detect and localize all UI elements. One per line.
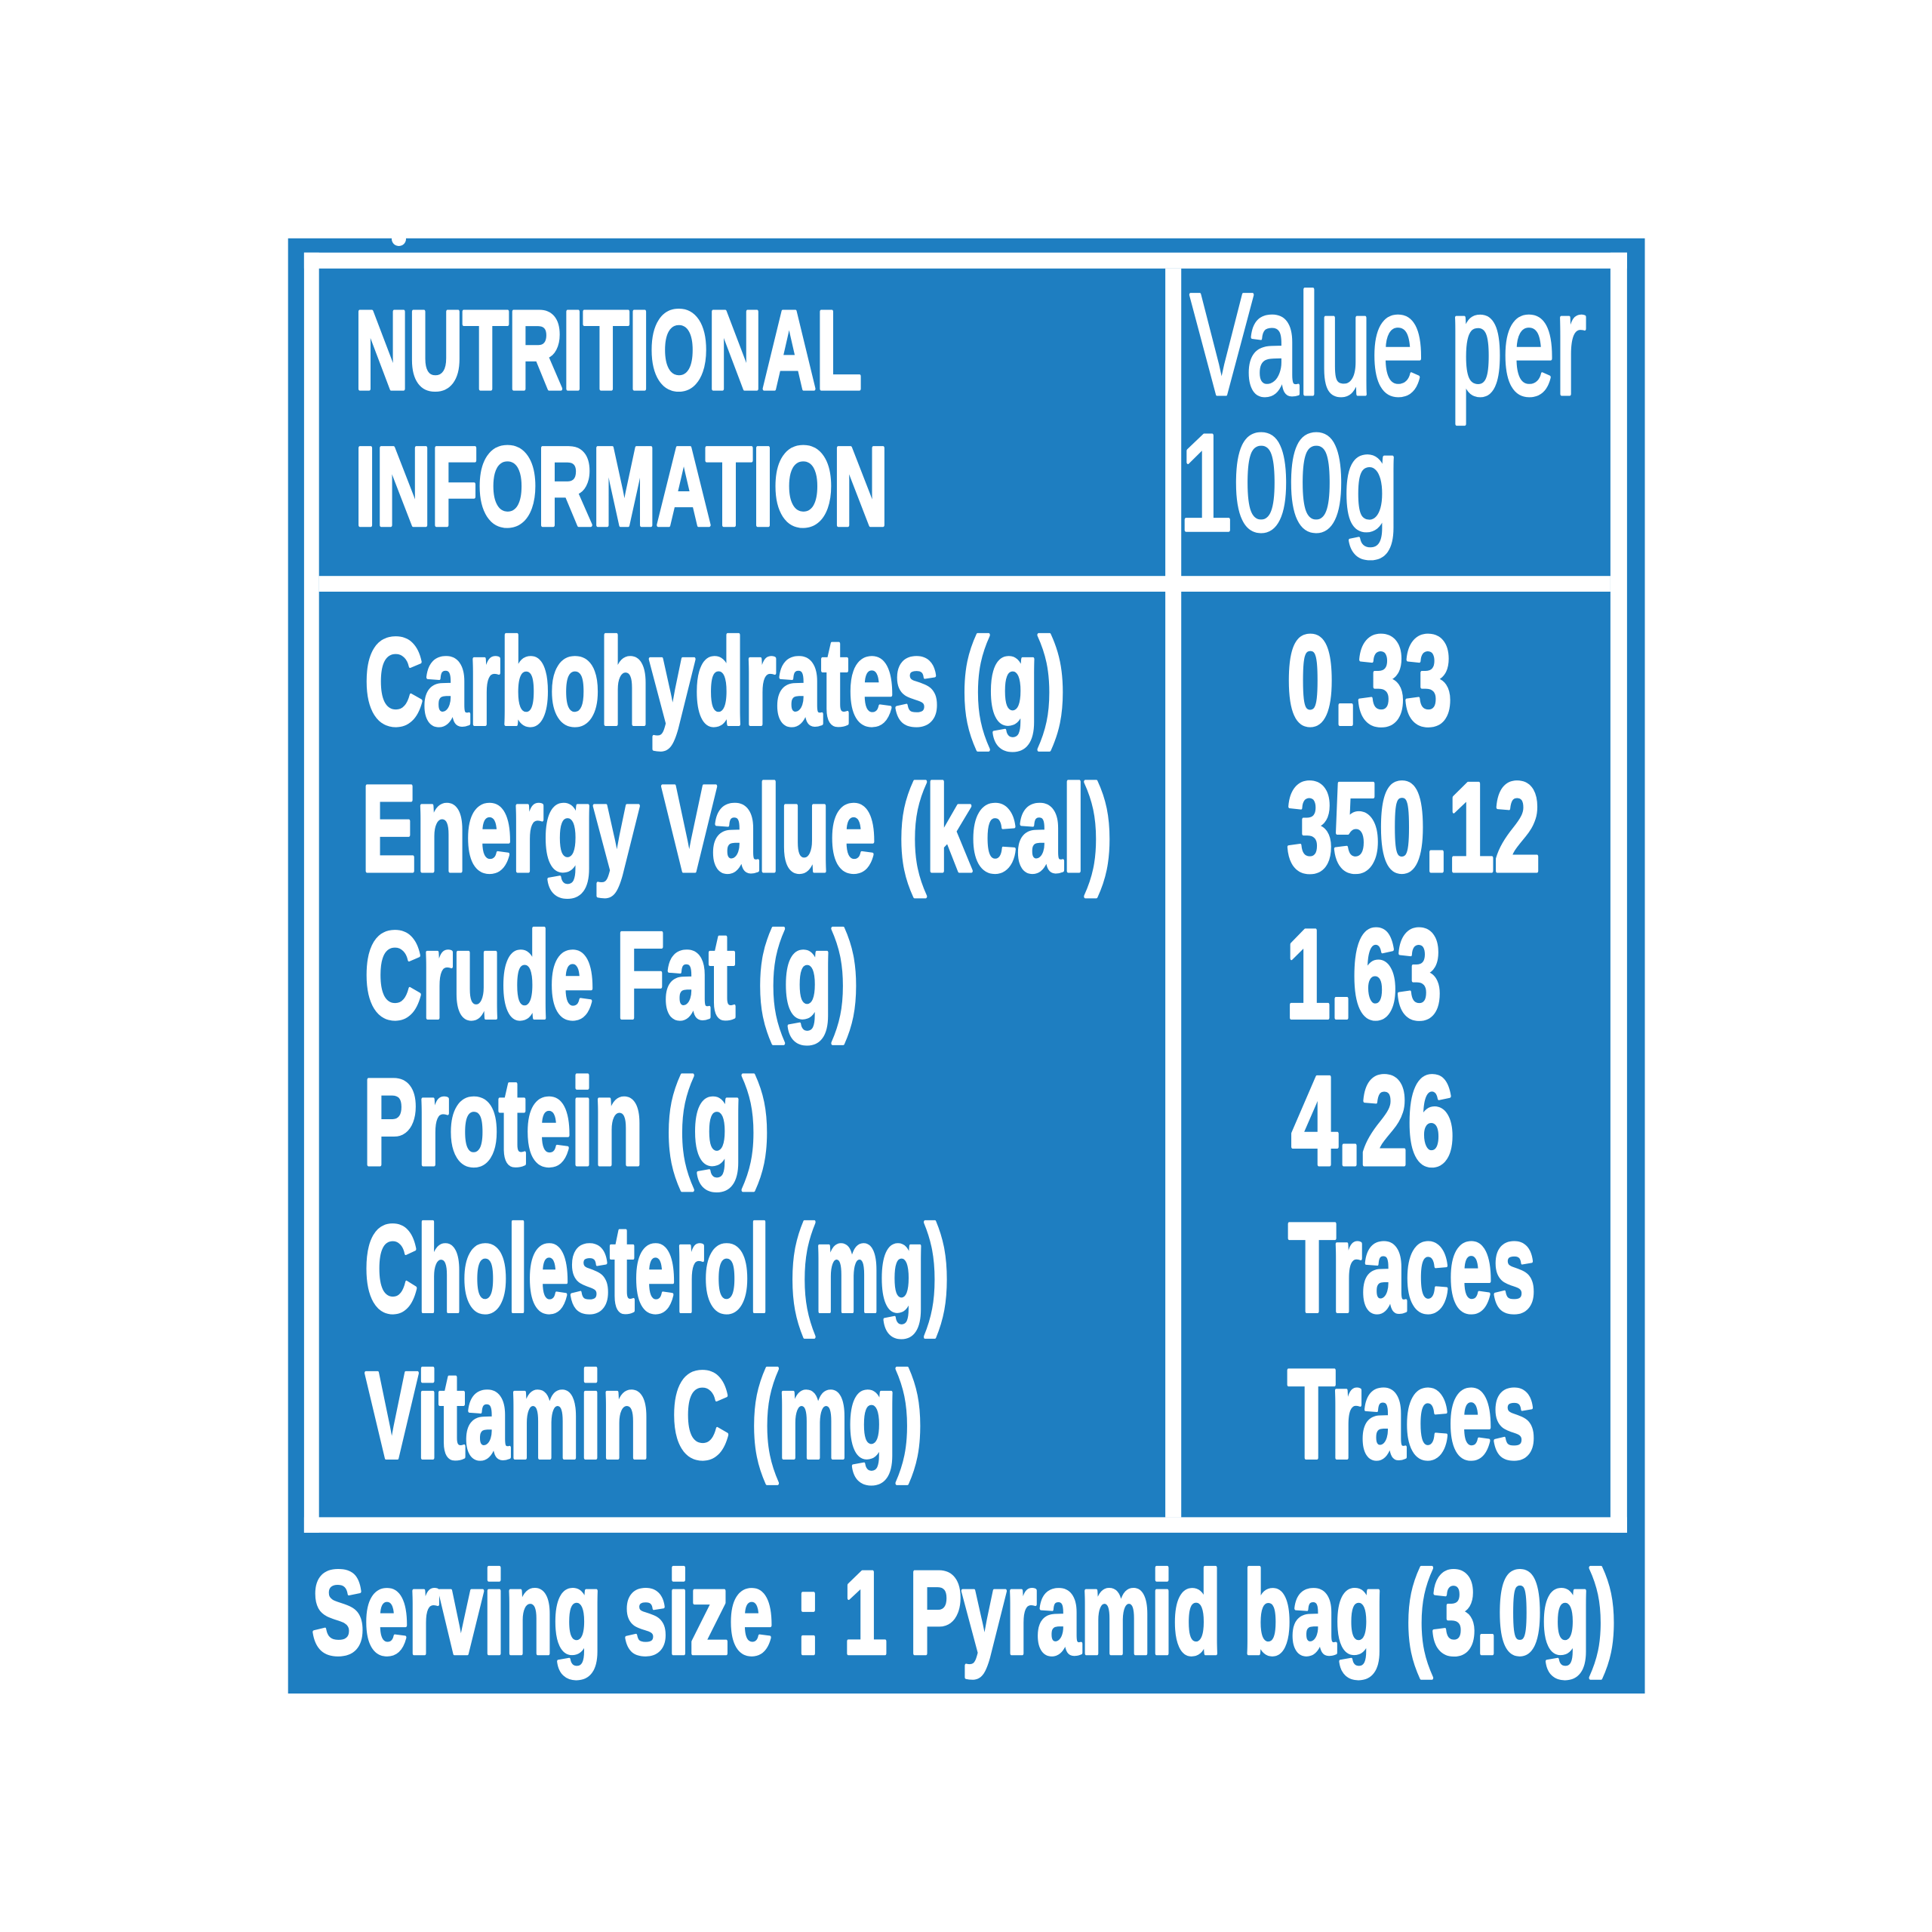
svg-text:350.12: 350.12 <box>1287 756 1540 898</box>
svg-text:Traces: Traces <box>1287 1343 1536 1485</box>
svg-text:1.63: 1.63 <box>1286 903 1441 1045</box>
svg-text:Protein (g): Protein (g) <box>363 1053 770 1191</box>
svg-text:Cholesterol (mg): Cholesterol (mg) <box>365 1200 949 1338</box>
svg-text:Carbohydrates (g): Carbohydrates (g) <box>365 613 1066 751</box>
svg-text:Traces: Traces <box>1288 1197 1536 1339</box>
svg-text:Value per: Value per <box>1190 264 1586 425</box>
svg-text:4.26: 4.26 <box>1291 1050 1454 1192</box>
svg-text:Serving size : 1 Pyramid bag (: Serving size : 1 Pyramid bag (3.0g) <box>312 1547 1617 1679</box>
svg-text:100g: 100g <box>1179 405 1399 559</box>
svg-text:0.33: 0.33 <box>1287 610 1452 752</box>
svg-text:Crude Fat (g): Crude Fat (g) <box>365 906 859 1044</box>
svg-text:Vitamin C (mg): Vitamin C (mg) <box>365 1346 923 1484</box>
svg-text:Energy Value (kcal): Energy Value (kcal) <box>361 759 1112 897</box>
svg-text:NUTRITIONAL: NUTRITIONAL <box>355 288 862 413</box>
svg-text:INFORMATION: INFORMATION <box>355 425 888 549</box>
